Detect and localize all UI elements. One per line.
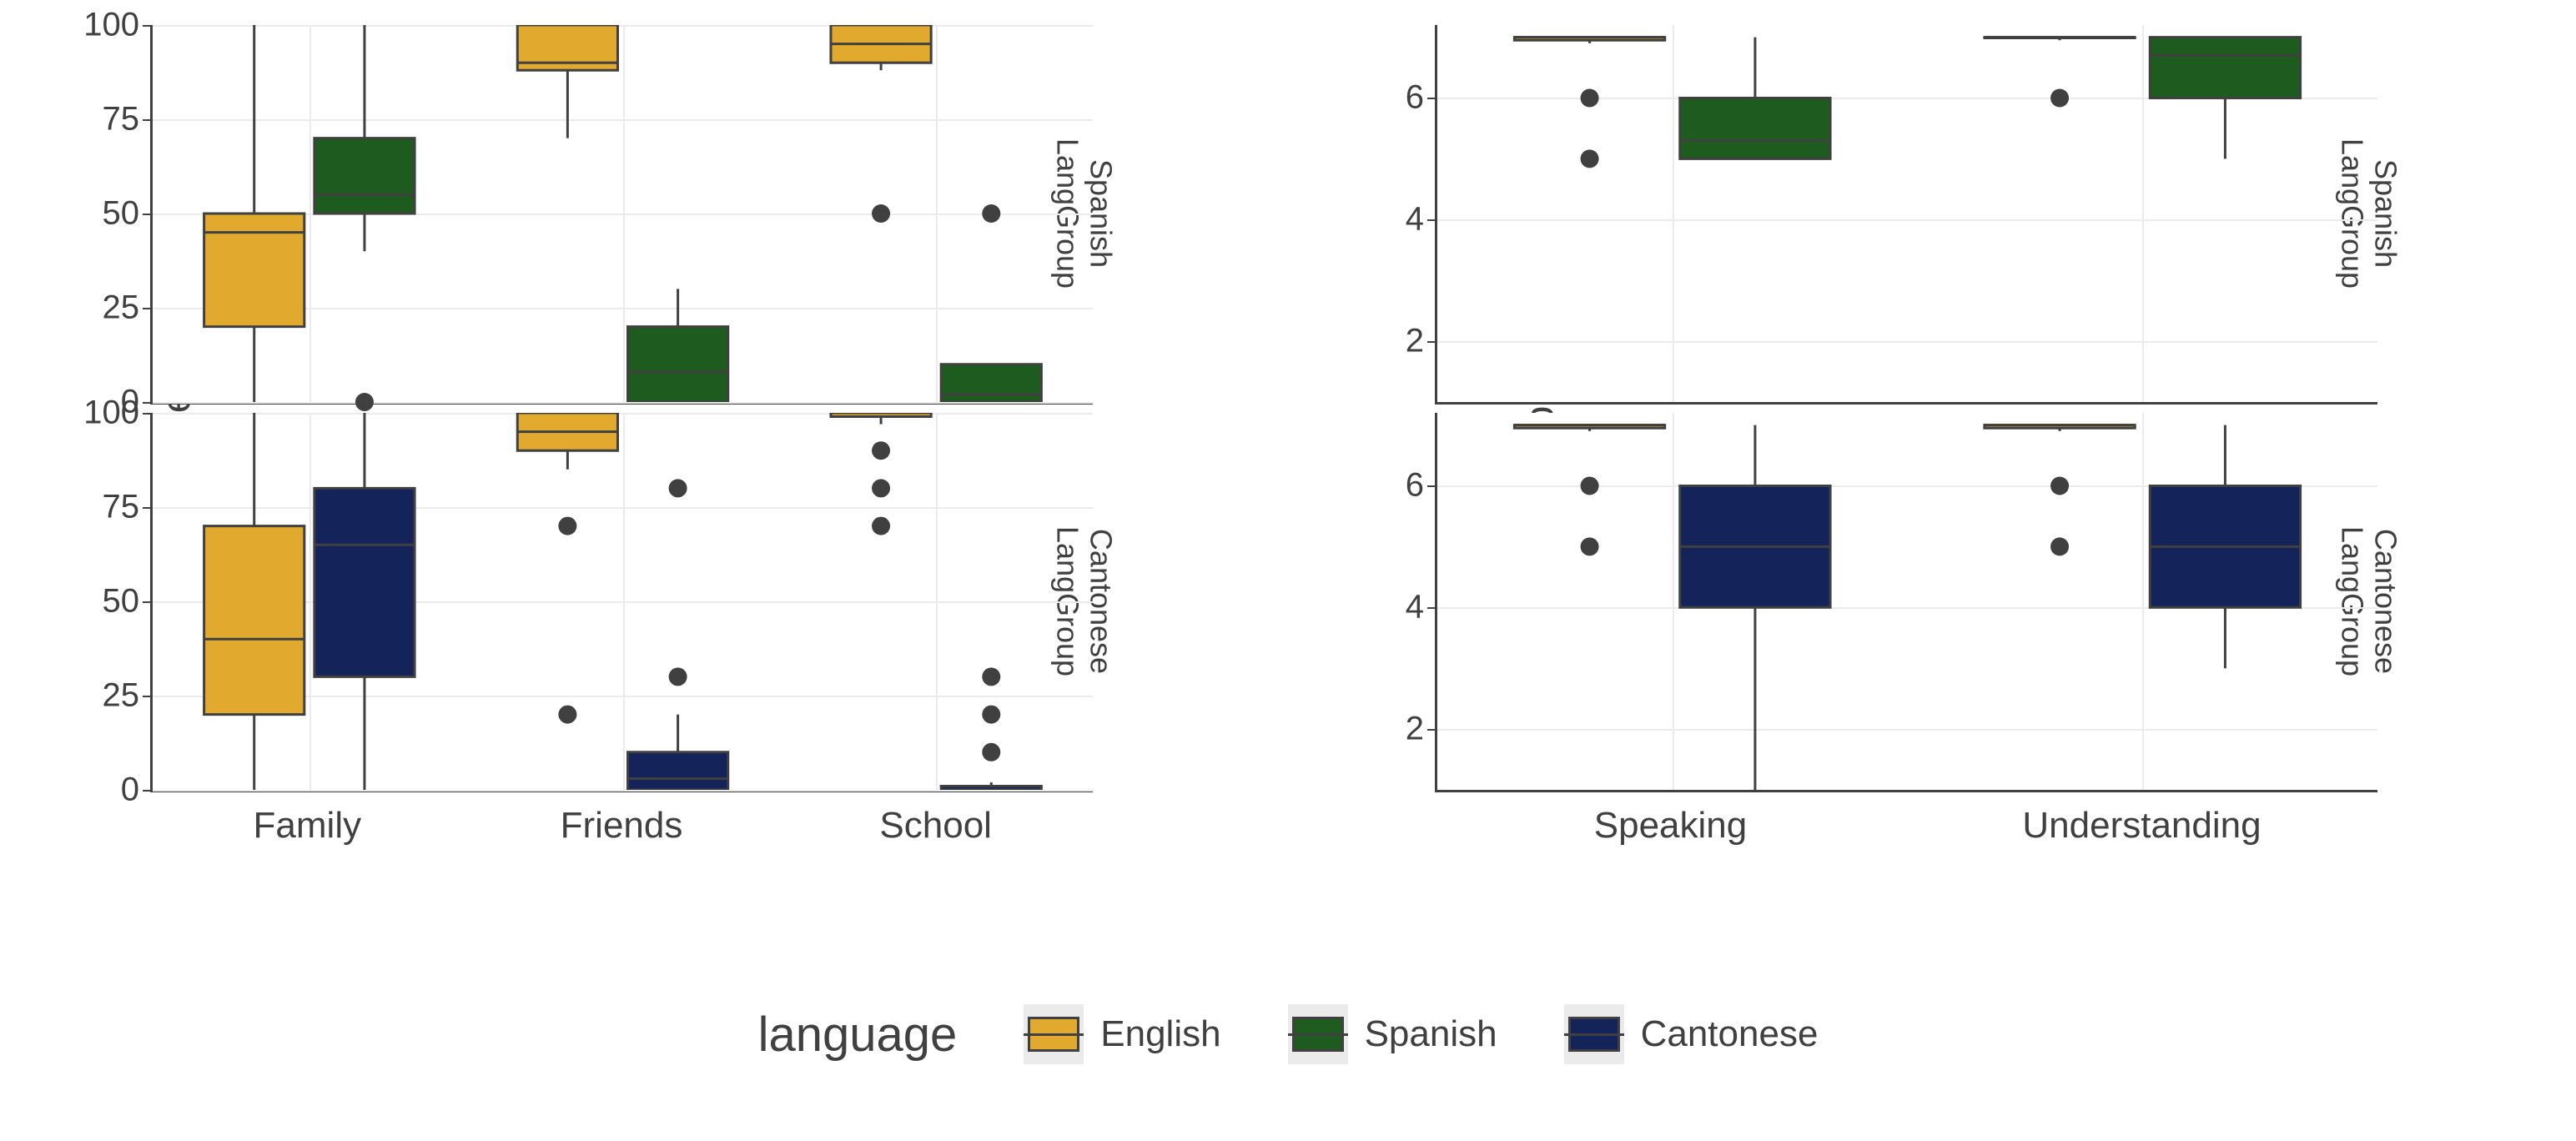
box-outlier [2050,537,2069,555]
box-outlier [669,479,687,497]
y-tick [143,214,153,215]
y-tick [143,25,153,27]
y-tick [1427,485,1437,487]
y-tick [143,790,153,792]
y-tick-label: 4 [1406,201,1424,239]
facet-panel: SpanishLangGroup246 [1435,25,2377,405]
y-tick [143,402,153,404]
x-category-label: Friends [465,805,779,855]
y-tick [143,507,153,509]
left-chart: % language use SpanishLangGroup025507510… [100,25,1185,892]
y-tick [1427,98,1437,99]
y-tick [143,119,153,121]
y-tick-label: 75 [103,101,140,138]
legend-key-icon [1564,1004,1624,1064]
facet-panel: CantoneseLangGroup246 [1435,413,2377,792]
legend: language English Spanish Cantonese [0,984,2576,1084]
y-tick-label: 0 [121,772,139,809]
y-tick [1427,341,1437,343]
panel-dots-svg [1437,25,2377,402]
box-outlier [982,743,1000,762]
box-outlier [982,706,1000,724]
box-outlier [669,667,687,686]
y-tick [1427,219,1437,221]
box-outlier [1581,149,1599,168]
box-outlier [2050,476,2069,495]
panel-dots-svg [153,25,1093,402]
y-tick-label: 25 [103,289,140,327]
y-tick-label: 75 [103,489,140,526]
box-outlier [1581,537,1599,555]
y-tick [143,601,153,603]
x-category-label: School [778,805,1093,855]
box-outlier [872,479,890,497]
legend-key-icon [1024,1004,1084,1064]
gridline [153,402,1093,404]
y-tick-label: 50 [103,583,140,621]
box-outlier [872,517,890,535]
legend-key-icon [1288,1004,1348,1064]
legend-items: English Spanish Cantonese [1024,1004,1818,1064]
y-tick-label: 6 [1406,79,1424,117]
y-tick-label: 100 [83,7,139,44]
panel-dots-svg [153,413,1093,790]
legend-item: Spanish [1288,1004,1497,1064]
charts-row: % language use SpanishLangGroup025507510… [0,0,2576,942]
box-outlier [982,667,1000,686]
right-x-axis-labels: SpeakingUnderstanding [1435,805,2377,855]
legend-item-label: English [1100,1013,1220,1055]
legend-item-label: Spanish [1365,1013,1497,1055]
x-category-label: Speaking [1435,805,1906,855]
box-outlier [558,706,576,724]
y-tick-label: 25 [103,677,140,715]
figure-root: % language use SpanishLangGroup025507510… [0,0,2576,1141]
y-tick-label: 4 [1406,589,1424,626]
right-chart: Self−reported proficiency SpanishLangGro… [1385,25,2469,892]
box-outlier [982,204,1000,223]
y-tick-label: 2 [1406,323,1424,360]
right-panels: SpanishLangGroup246CantoneseLangGroup246 [1435,25,2377,792]
legend-item: Cantonese [1564,1004,1819,1064]
x-category-label: Understanding [1906,805,2377,855]
legend-item-label: Cantonese [1641,1013,1819,1055]
facet-panel: CantoneseLangGroup0255075100 [150,413,1093,792]
y-tick-label: 50 [103,195,140,233]
box-outlier [872,441,890,460]
y-tick [143,413,153,415]
facet-panel: SpanishLangGroup0255075100 [150,25,1093,405]
y-tick [1427,607,1437,609]
box-outlier [2050,88,2069,107]
box-outlier [1581,476,1599,495]
gridline [153,790,1093,792]
box-outlier [355,393,374,411]
y-tick [143,308,153,309]
panel-dots-svg [1437,413,2377,790]
left-x-axis-labels: FamilyFriendsSchool [150,805,1093,855]
y-tick-label: 2 [1406,711,1424,748]
y-tick-label: 6 [1406,467,1424,505]
y-tick [1427,729,1437,731]
box-outlier [558,517,576,535]
box-outlier [1581,88,1599,107]
y-tick [143,696,153,697]
y-tick-label: 100 [83,395,139,432]
legend-title: language [758,1007,958,1063]
left-panels: SpanishLangGroup0255075100CantoneseLangG… [150,25,1093,792]
box-outlier [872,204,890,223]
x-category-label: Family [150,805,465,855]
legend-item: English [1024,1004,1220,1064]
